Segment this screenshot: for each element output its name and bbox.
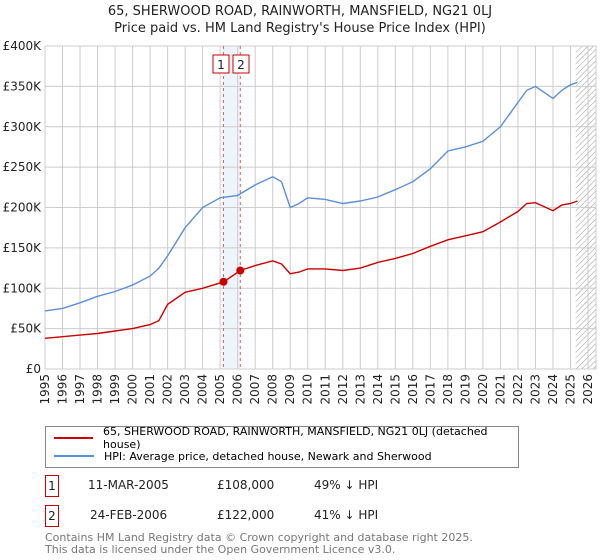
x-tick-label: 2023 xyxy=(528,374,542,405)
x-tick-label: 2001 xyxy=(143,374,157,405)
x-tick-label: 1998 xyxy=(91,374,105,405)
chart-title: 65, SHERWOOD ROAD, RAINWORTH, MANSFIELD,… xyxy=(107,4,493,19)
y-tick-label: £300K xyxy=(3,120,43,134)
x-tick-label: 2007 xyxy=(248,374,262,405)
legend-item-hpi: HPI: Average price, detached house, Newa… xyxy=(54,448,432,464)
x-tick-label: 1997 xyxy=(73,374,87,405)
sale-point xyxy=(219,277,228,286)
x-tick-label: 2006 xyxy=(231,374,245,405)
sale-label-box xyxy=(212,54,230,74)
sale-date: 24-FEB-2006 xyxy=(90,508,168,522)
legend-item-property: 65, SHERWOOD ROAD, RAINWORTH, MANSFIELD,… xyxy=(54,425,518,451)
footer: Contains HM Land Registry data © Crown c… xyxy=(45,532,473,556)
x-tick-label: 2000 xyxy=(126,374,140,405)
y-tick-label: £400K xyxy=(3,39,43,53)
chart-subtitle: Price paid vs. HM Land Registry's House … xyxy=(114,21,486,36)
x-tick-label: 2010 xyxy=(301,374,315,405)
sale-badge: 2 xyxy=(45,505,59,527)
x-tick-label: 2025 xyxy=(563,374,577,405)
sale-price: £122,000 xyxy=(217,508,275,522)
y-tick-label: £150K xyxy=(3,241,43,255)
x-tick-label: 2003 xyxy=(178,374,192,405)
plot-frame xyxy=(44,45,597,370)
x-tick-label: 1999 xyxy=(108,374,122,405)
x-tick-label: 2019 xyxy=(458,374,472,405)
x-tick-label: 2020 xyxy=(476,374,490,405)
x-tick-label: 2024 xyxy=(546,374,560,405)
x-tick-label: 2017 xyxy=(423,374,437,405)
sale-hpi-diff: 41% ↓ HPI xyxy=(314,508,379,522)
series-line xyxy=(44,200,578,339)
x-tick-label: 2014 xyxy=(371,374,385,405)
y-tick-label: £200K xyxy=(3,201,43,215)
footer-line: This data is licensed under the Open Gov… xyxy=(45,543,396,556)
sale-badge: 1 xyxy=(45,475,59,497)
x-tick-label: 2008 xyxy=(266,374,280,405)
y-tick-label: £350K xyxy=(3,79,43,93)
y-tick-label: £250K xyxy=(3,160,43,174)
legend-swatch-red xyxy=(54,437,94,439)
x-tick-label: 2011 xyxy=(318,374,332,405)
legend-swatch-blue xyxy=(54,455,94,457)
x-tick-label: 2013 xyxy=(353,374,367,405)
x-tick-label: 2022 xyxy=(511,374,525,405)
x-tick-label: 2018 xyxy=(441,374,455,405)
x-tick-label: 1996 xyxy=(56,374,70,405)
sale-hpi-diff: 49% ↓ HPI xyxy=(314,478,379,492)
x-tick-label: 2005 xyxy=(213,374,227,405)
x-tick-label: 2002 xyxy=(161,374,175,405)
sale-label: 2 xyxy=(237,58,245,72)
x-tick-label: 1995 xyxy=(38,374,52,405)
sale-date: 11-MAR-2005 xyxy=(88,478,169,492)
sale-label-box xyxy=(232,54,250,74)
x-tick-label: 2012 xyxy=(336,374,350,405)
x-tick-label: 2026 xyxy=(581,374,595,405)
x-tick-label: 2016 xyxy=(406,374,420,405)
legend: 65, SHERWOOD ROAD, RAINWORTH, MANSFIELD,… xyxy=(45,425,519,468)
series-line xyxy=(44,81,578,312)
legend-label: 65, SHERWOOD ROAD, RAINWORTH, MANSFIELD,… xyxy=(103,425,488,451)
y-tick-label: £50K xyxy=(10,322,42,336)
y-tick-label: £100K xyxy=(3,281,43,295)
sale-label: 1 xyxy=(217,58,225,72)
sale-point xyxy=(236,266,245,275)
plot-area: 1995 1996 1997 1998 1999 2000 2001 2002 2003 2004… xyxy=(3,39,597,405)
x-tick-label: 2009 xyxy=(283,374,297,405)
footer-line: Contains HM Land Registry data © Crown c… xyxy=(45,531,473,544)
x-tick-label: 2021 xyxy=(493,374,507,405)
y-tick-label: £0 xyxy=(26,362,41,376)
legend-label: HPI: Average price, detached house, Newa… xyxy=(104,449,432,463)
sale-price: £108,000 xyxy=(217,478,275,492)
x-tick-label: 2004 xyxy=(196,374,210,405)
x-tick-label: 2015 xyxy=(388,374,402,405)
